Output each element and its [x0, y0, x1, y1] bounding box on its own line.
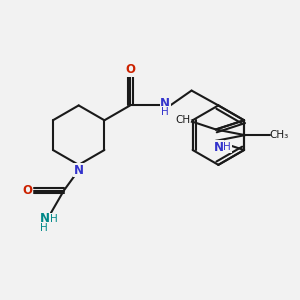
Text: CH₃: CH₃	[175, 115, 194, 125]
Text: H: H	[161, 107, 169, 117]
Text: O: O	[22, 184, 32, 197]
Text: H: H	[223, 142, 231, 152]
Text: N: N	[160, 97, 170, 110]
Text: H: H	[40, 223, 47, 232]
Text: H: H	[50, 214, 58, 224]
Text: N: N	[40, 212, 50, 225]
Text: O: O	[125, 63, 135, 76]
Text: N: N	[74, 164, 84, 177]
Text: N: N	[214, 141, 224, 154]
Text: CH₃: CH₃	[269, 130, 288, 140]
